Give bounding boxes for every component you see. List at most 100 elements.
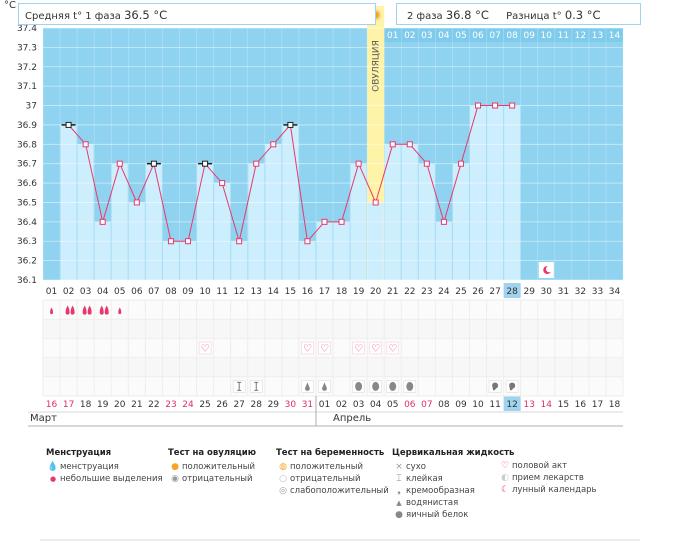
legend-item: лунный календарь: [512, 485, 597, 495]
legend-title: Тест на овуляцию: [168, 448, 257, 458]
cycle-day-label: 26: [472, 287, 484, 297]
heart-icon: ♡: [500, 461, 510, 471]
cycle-day-label: 08: [165, 287, 177, 297]
cycle-day-label: 23: [421, 287, 432, 297]
cycle-day-label: 28: [506, 287, 518, 297]
cycle-day-label: 06: [131, 287, 143, 297]
creamy-icon: ❟: [397, 486, 401, 496]
temperature-point: [202, 160, 209, 167]
temperature-point: [65, 121, 72, 128]
month-april: Апрель: [333, 413, 372, 424]
temperature-bar: [214, 183, 231, 280]
cycle-day-label: 25: [455, 287, 466, 297]
calendar-date-label: 17: [592, 400, 603, 410]
legend-item: половой акт: [512, 461, 568, 471]
phase2-day-label: 06: [472, 31, 484, 41]
heart-icon: ♡: [320, 344, 329, 355]
cycle-day-label: 10: [199, 287, 211, 297]
sun-icon: ●: [171, 462, 179, 472]
calendar-date-label: 12: [506, 400, 517, 410]
phase2-day-label: 02: [404, 31, 415, 41]
month-march: Март: [30, 413, 57, 424]
y-tick-label: 36.7: [17, 160, 37, 170]
calendar-date-label: 01: [319, 400, 330, 410]
weak-positive-test-icon: ◎: [279, 486, 287, 496]
watery-icon: ▲: [396, 499, 402, 507]
diff-value: 0.3 °C: [564, 8, 601, 22]
phase1-value: 36.5 °C: [124, 8, 168, 22]
menstruation-icon: [104, 305, 109, 315]
y-tick-label: 37.2: [17, 63, 37, 73]
cycle-day-label: 04: [97, 287, 109, 297]
phase2-day-label: 01: [387, 31, 398, 41]
temperature-point: [372, 199, 379, 206]
cycle-day-label: 33: [592, 287, 603, 297]
y-tick-label: 37.3: [17, 43, 37, 53]
heart-box: [318, 341, 331, 355]
cycle-day-label: 01: [46, 287, 57, 297]
temperature-bar: [470, 105, 487, 281]
y-tick-label: 37: [26, 102, 37, 112]
circle-icon: ◉: [171, 474, 179, 484]
temperature-bar: [333, 221, 350, 280]
phase2-day-label: 05: [455, 31, 466, 41]
moon-cutout: [545, 265, 553, 273]
heart-icon: ♡: [201, 344, 210, 355]
diff-label: Разница t°: [506, 11, 562, 22]
phase2-day-label: 13: [592, 31, 603, 41]
phase2-day-label: 10: [541, 31, 553, 41]
temperature-point: [509, 102, 516, 109]
heart-icon: ♡: [388, 344, 397, 355]
legend-item: небольшие выделения: [60, 474, 163, 484]
temperature-point: [167, 238, 174, 245]
negative-test-icon: ○: [279, 474, 287, 484]
heart-box: [369, 341, 382, 355]
cycle-day-label: 07: [148, 287, 159, 297]
temperature-point: [492, 102, 499, 109]
calendar-date-label: 19: [97, 400, 109, 410]
calendar-date-label: 13: [523, 400, 534, 410]
calendar-date-label: 23: [165, 400, 176, 410]
y-tick-label: 36.3: [17, 237, 37, 247]
unit-label: °C: [4, 0, 16, 11]
temperature-point: [270, 141, 277, 148]
cycle-day-label: 20: [370, 287, 382, 297]
legend-item: положительный: [290, 462, 363, 472]
legend-item: отрицательный: [182, 474, 253, 484]
calendar-date-label: 05: [387, 400, 398, 410]
egg-white-icon: [355, 381, 363, 391]
temperature-bar: [384, 144, 401, 280]
ovulation-label: ОВУЛЯЦИЯ: [372, 40, 382, 92]
cycle-day-label: 15: [285, 287, 296, 297]
cycle-day-label: 29: [523, 287, 535, 297]
calendar-date-label: 18: [609, 400, 621, 410]
egg-white-icon: [372, 381, 380, 391]
legend-title: Тест на беременность: [276, 448, 385, 458]
y-tick-label: 36.6: [17, 179, 37, 189]
temperature-bar: [77, 144, 94, 280]
menstruation-icon: [87, 305, 92, 315]
temperature-bar: [94, 221, 111, 280]
temperature-point: [457, 160, 464, 167]
phase2-day-label: 04: [438, 31, 450, 41]
temperature-bar: [401, 144, 418, 280]
cycle-day-label: 30: [541, 287, 553, 297]
y-tick-label: 36.5: [17, 198, 37, 208]
cycle-day-label: 34: [609, 287, 621, 297]
cycle-day-label: 13: [251, 287, 262, 297]
legend-item: менструация: [60, 462, 119, 472]
cycle-day-label: 32: [575, 287, 586, 297]
calendar-date-label: 27: [233, 400, 244, 410]
heart-box: [352, 341, 365, 355]
menstruation-icon: [65, 305, 70, 315]
phase1-label: Средняя t° 1 фаза: [25, 11, 121, 22]
cycle-day-label: 05: [114, 287, 125, 297]
calendar-date-label: 26: [216, 400, 228, 410]
temperature-point: [475, 102, 482, 109]
legend-item: яичный белок: [406, 510, 469, 520]
cycle-day-label: 16: [302, 287, 314, 297]
sticky-icon: [237, 381, 242, 391]
calendar-date-label: 08: [438, 400, 450, 410]
calendar-date-label: 20: [114, 400, 126, 410]
heart-box: [301, 341, 314, 355]
